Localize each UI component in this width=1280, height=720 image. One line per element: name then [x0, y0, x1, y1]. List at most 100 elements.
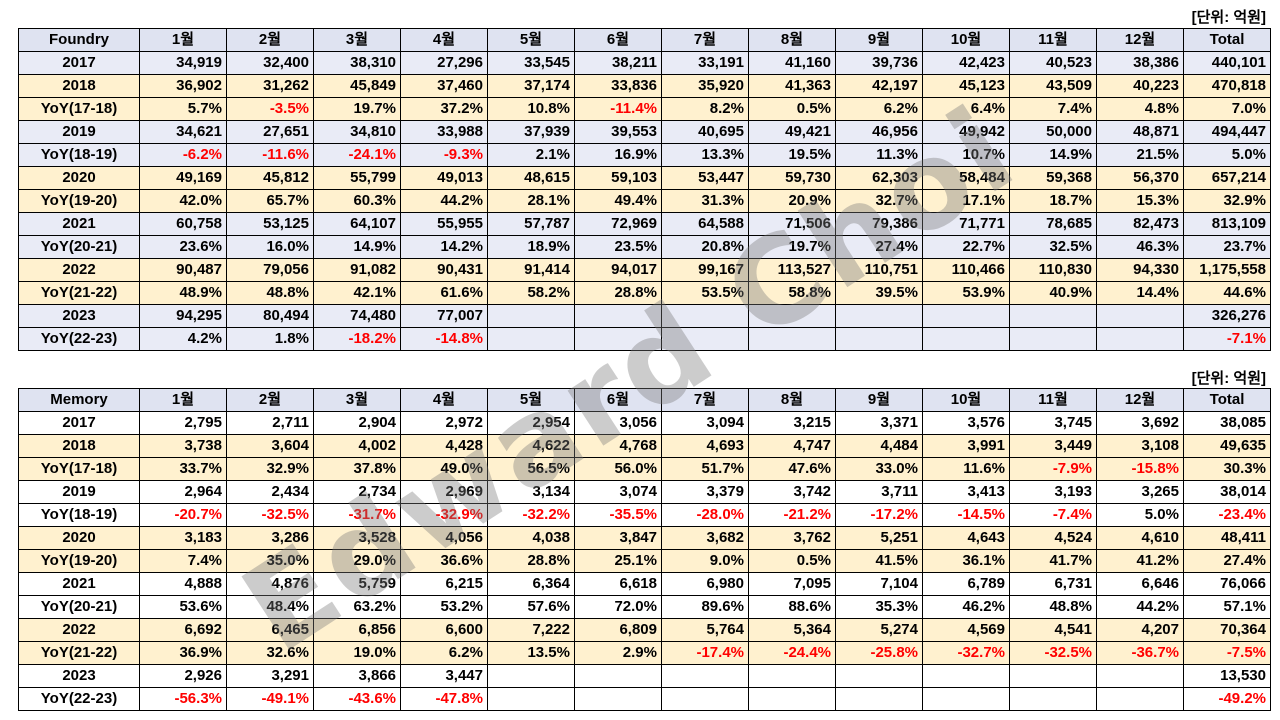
value-cell: 79,056	[226, 258, 314, 282]
value-cell: -9.3%	[400, 143, 488, 167]
yoy-row: YoY(21-22) 48.9% 48.8% 42.1% 61.6% 58.2% 28.8%…	[18, 281, 1271, 305]
row-label: YoY(17-18)	[18, 97, 140, 121]
row-label: YoY(20-21)	[18, 235, 140, 259]
value-cell: 3,449	[1009, 434, 1097, 458]
value-cell: 59,730	[748, 166, 836, 190]
value-cell: 41.5%	[835, 549, 923, 573]
value-cell: 56,370	[1096, 166, 1184, 190]
value-cell: -47.8%	[400, 687, 488, 711]
value-cell: 6,215	[400, 572, 488, 596]
month-header: 11월	[1009, 388, 1097, 412]
value-cell: 78,685	[1009, 212, 1097, 236]
value-cell	[748, 687, 836, 711]
value-cell: 49,421	[748, 120, 836, 144]
value-cell	[1096, 664, 1184, 688]
value-cell: -7.4%	[1009, 503, 1097, 527]
value-cell: 5.7%	[139, 97, 227, 121]
row-label: 2023	[18, 304, 140, 328]
value-cell: 5,274	[835, 618, 923, 642]
value-cell: -32.5%	[226, 503, 314, 527]
value-cell: 7,095	[748, 572, 836, 596]
value-cell: 40,523	[1009, 51, 1097, 75]
value-cell: 64,107	[313, 212, 401, 236]
value-cell: -20.7%	[139, 503, 227, 527]
value-cell: 6,980	[661, 572, 749, 596]
value-cell: 110,466	[922, 258, 1010, 282]
total-cell: -23.4%	[1183, 503, 1271, 527]
value-cell	[1096, 687, 1184, 711]
memory-unit-label: [단위: 억원]	[1191, 370, 1266, 387]
value-cell: 33,191	[661, 51, 749, 75]
value-cell: 33,545	[487, 51, 575, 75]
value-cell	[661, 687, 749, 711]
value-cell	[574, 687, 662, 711]
value-cell: 63.2%	[313, 595, 401, 619]
value-cell	[661, 327, 749, 351]
value-cell: -15.8%	[1096, 457, 1184, 481]
yoy-row: YoY(20-21) 53.6% 48.4% 63.2% 53.2% 57.6% 72.0%…	[18, 595, 1271, 619]
value-cell: 34,919	[139, 51, 227, 75]
value-cell: 88.6%	[748, 595, 836, 619]
total-header: Total	[1183, 388, 1271, 412]
yoy-row: YoY(19-20) 7.4% 35.0% 29.0% 36.6% 28.8% 25.1% 9…	[18, 549, 1271, 573]
month-header: 7월	[661, 28, 749, 52]
row-label: 2017	[18, 411, 140, 435]
value-cell: -56.3%	[139, 687, 227, 711]
value-cell: 53,125	[226, 212, 314, 236]
value-cell	[487, 327, 575, 351]
value-cell: 59,103	[574, 166, 662, 190]
value-cell: 41,363	[748, 74, 836, 98]
value-cell: 3,745	[1009, 411, 1097, 435]
year-row: 2023 94,295 80,494 74,480 77,007 326,276	[18, 304, 1271, 328]
value-cell	[835, 664, 923, 688]
value-cell: 3,682	[661, 526, 749, 550]
value-cell: 4,569	[922, 618, 1010, 642]
value-cell: 6,600	[400, 618, 488, 642]
value-cell: 3,108	[1096, 434, 1184, 458]
value-cell: -3.5%	[226, 97, 314, 121]
value-cell: 5.0%	[1096, 503, 1184, 527]
value-cell: 3,265	[1096, 480, 1184, 504]
value-cell: 3,413	[922, 480, 1010, 504]
value-cell: 3,056	[574, 411, 662, 435]
value-cell: 34,810	[313, 120, 401, 144]
value-cell: 4,693	[661, 434, 749, 458]
value-cell: 4,768	[574, 434, 662, 458]
value-cell: 45,123	[922, 74, 1010, 98]
row-label: YoY(19-20)	[18, 549, 140, 573]
value-cell: -32.5%	[1009, 641, 1097, 665]
value-cell: -11.4%	[574, 97, 662, 121]
row-label: 2019	[18, 120, 140, 144]
value-cell: 42.0%	[139, 189, 227, 213]
month-header: 11월	[1009, 28, 1097, 52]
month-header: 2월	[226, 28, 314, 52]
value-cell: 79,386	[835, 212, 923, 236]
row-label: YoY(20-21)	[18, 595, 140, 619]
table-title: Foundry	[18, 28, 140, 52]
value-cell: -36.7%	[1096, 641, 1184, 665]
row-label: 2017	[18, 51, 140, 75]
value-cell: 4,056	[400, 526, 488, 550]
value-cell: 56.0%	[574, 457, 662, 481]
value-cell	[1096, 304, 1184, 328]
value-cell: 40,695	[661, 120, 749, 144]
value-cell: 58.2%	[487, 281, 575, 305]
value-cell: 48,871	[1096, 120, 1184, 144]
yoy-row: YoY(18-19) -20.7% -32.5% -31.7% -32.9% -32.2%…	[18, 503, 1271, 527]
value-cell: 4,876	[226, 572, 314, 596]
value-cell: 20.9%	[748, 189, 836, 213]
value-cell: 39,736	[835, 51, 923, 75]
value-cell: 45,849	[313, 74, 401, 98]
total-cell: 70,364	[1183, 618, 1271, 642]
total-cell: 23.7%	[1183, 235, 1271, 259]
value-cell: 77,007	[400, 304, 488, 328]
header-row: Foundry 1월 2월 3월 4월 5월 6월 7월 8월 9월 10월 11월 12월 Total	[18, 28, 1271, 52]
value-cell	[1009, 327, 1097, 351]
value-cell: 4,747	[748, 434, 836, 458]
value-cell: 4,002	[313, 434, 401, 458]
value-cell: 4,541	[1009, 618, 1097, 642]
value-cell: 10.8%	[487, 97, 575, 121]
value-cell: 48.9%	[139, 281, 227, 305]
value-cell: 46.2%	[922, 595, 1010, 619]
year-row: 2020 3,183 3,286 3,528 4,056 4,038 3,847 3,682 3…	[18, 526, 1271, 550]
